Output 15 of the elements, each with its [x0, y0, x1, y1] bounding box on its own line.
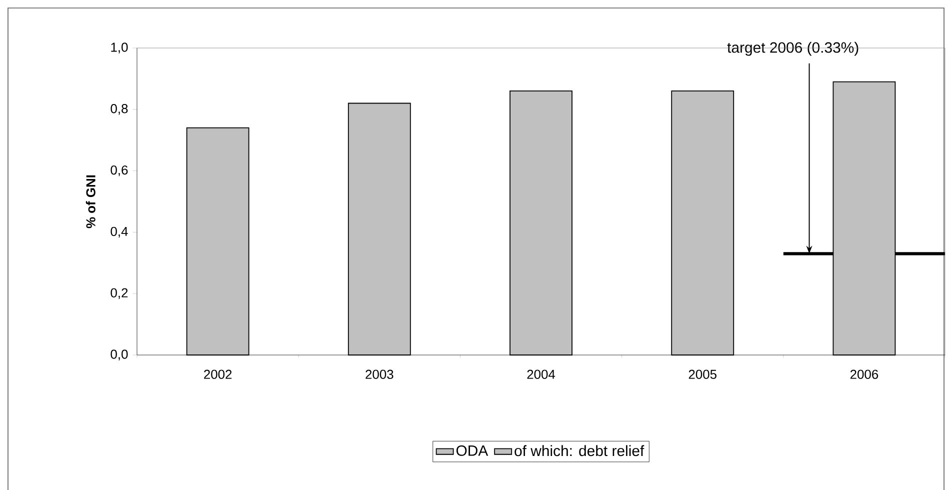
y-tick-label: 0,6: [110, 165, 128, 176]
y-tick-label: 1,0: [111, 42, 128, 54]
legend-label: ODA: [456, 445, 488, 456]
ref-line-label: target 2006 (0.33%): [727, 42, 858, 56]
y-axis-title: % of GNI: [86, 175, 96, 228]
x-tick-label: 2004: [527, 370, 556, 379]
y-tick-label: 0,0: [110, 350, 128, 360]
y-tick-label: 0,4: [110, 226, 128, 238]
x-tick-label: 2006: [850, 370, 878, 379]
x-tick-label: 2005: [688, 370, 716, 379]
y-tick-label: 0,8: [110, 104, 128, 115]
legend-label: of which: debt relief: [514, 445, 644, 456]
y-tick-label: 0,2: [110, 288, 128, 299]
x-tick-label: 2002: [204, 370, 232, 379]
x-tick-label: 2003: [366, 370, 394, 379]
